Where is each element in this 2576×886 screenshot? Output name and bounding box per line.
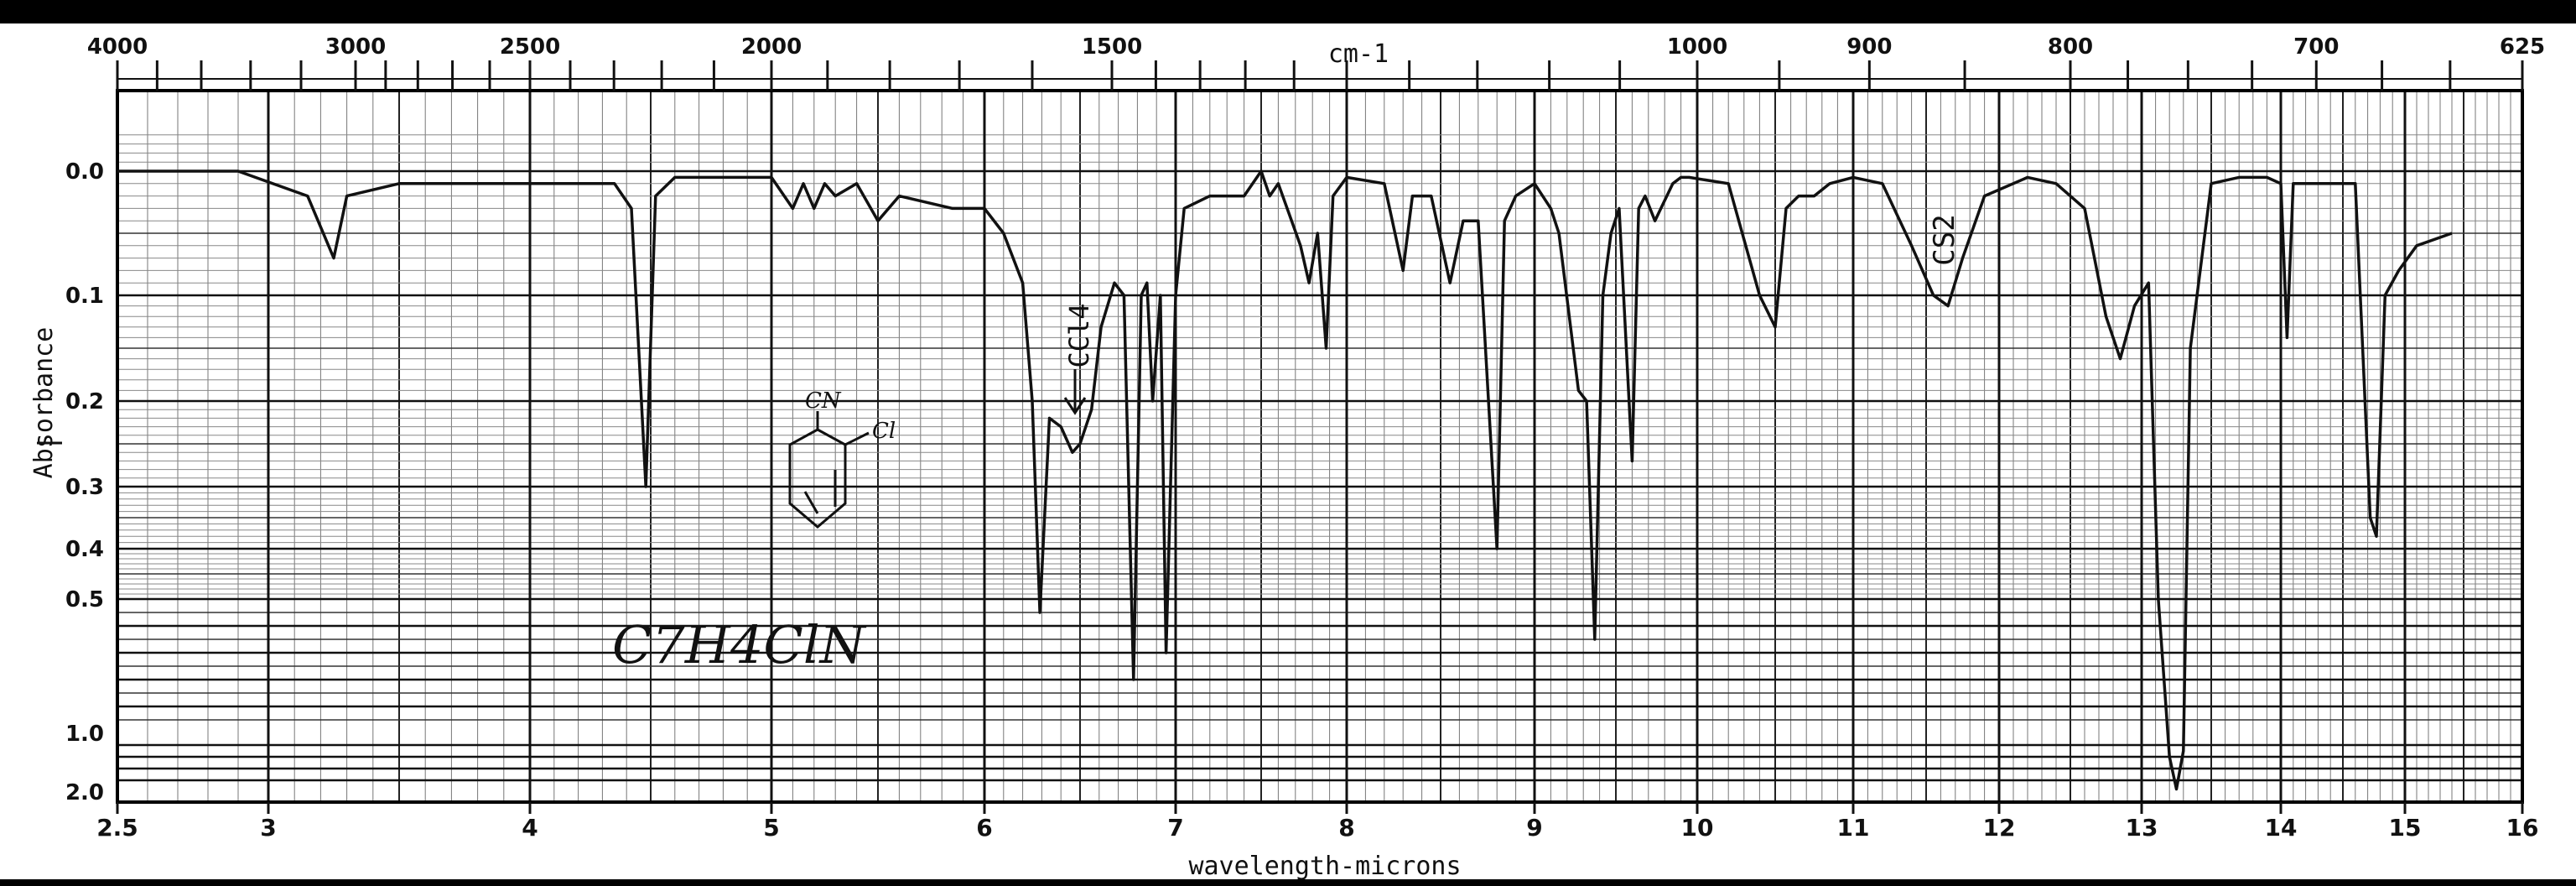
top-tick-ruler — [116, 60, 2524, 91]
spectrum-line — [117, 169, 2453, 791]
bottom-border-bar — [0, 879, 2576, 886]
major-gridlines — [267, 91, 2407, 802]
bottom-wavelength-tick-label: 3 — [260, 814, 276, 842]
top-border-bar — [0, 0, 2576, 23]
bottom-wavelength-tick-label: 7 — [1167, 814, 1183, 842]
top-wavenumber-tick-label: 1000 — [1667, 34, 1727, 60]
top-wavenumber-tick-label: 4000 — [87, 34, 148, 60]
absorbance-tick-label: 1.0 — [65, 722, 104, 747]
bottom-wavelength-tick-label: 13 — [2126, 814, 2158, 842]
top-wavenumber-tick-label: 800 — [2048, 34, 2093, 60]
top-wavenumber-tick-label: 2500 — [500, 34, 560, 60]
bottom-axis-label: wavelength-microns — [1188, 852, 1461, 881]
structure-sketch: CN Cl C7H4ClN — [612, 388, 896, 675]
bottom-wavelength-tick-label: 9 — [1526, 814, 1542, 842]
absorbance-tick-label: 0.1 — [65, 284, 104, 309]
top-axis-label: cm-1 — [1328, 39, 1389, 69]
ccl4-arrow — [1063, 369, 1087, 415]
top-wavenumber-tick-label: 1500 — [1082, 34, 1142, 60]
bottom-wavelength-tick-label: 14 — [2265, 814, 2298, 842]
top-wavenumber-tick-label: 2000 — [741, 34, 802, 60]
molecular-formula: C7H4ClN — [612, 614, 868, 675]
bottom-wavelength-tick-label: 8 — [1338, 814, 1354, 842]
bottom-wavelength-tick-label: 5 — [763, 814, 779, 842]
absorbance-tick-label: 0.5 — [65, 587, 104, 612]
substituent-bonds — [816, 411, 870, 446]
plot-frame — [116, 89, 2524, 804]
bottom-wavelength-tick-label: 11 — [1837, 814, 1870, 842]
bottom-wavelength-tick-label: 6 — [976, 814, 992, 842]
absorbance-tick-label: 0.4 — [65, 537, 104, 562]
bottom-wavelength-tick-label: 2.5 — [96, 814, 138, 842]
y-axis-label: Absorbance — [29, 327, 59, 479]
absorbance-tick-label: 0.3 — [65, 475, 104, 500]
bottom-wavelength-tick-label: 12 — [1983, 814, 2016, 842]
bottom-wavelength-tick-label: 10 — [1681, 814, 1714, 842]
bottom-wavelength-tick-label: 16 — [2506, 814, 2539, 842]
minor-gridlines — [117, 91, 2522, 802]
bottom-wavelength-tick-labels: 2.5 3 4 5 6 7 8 9 10 11 12 13 14 15 16 — [96, 802, 2538, 842]
cn-group-label: CN — [805, 388, 842, 414]
top-wavenumber-tick-label: 625 — [2500, 34, 2545, 60]
top-wavenumber-tick-labels: 4000 3000 2500 2000 1500 1000 900 800 700 625 — [87, 34, 2545, 60]
absorbance-tick-label: 2.0 — [65, 780, 104, 805]
top-wavenumber-tick-label: 3000 — [325, 34, 386, 60]
top-wavenumber-tick-label: 900 — [1846, 34, 1892, 60]
absorbance-tick-label: 0.0 — [65, 159, 104, 185]
solvent-annotations: CCl4 CS2 — [1063, 214, 1961, 415]
absorbance-tick-label: 0.2 — [65, 389, 104, 414]
absorbance-tick-labels: 0.0 0.1 0.2 0.3 0.4 0.5 1.0 2.0 — [37, 159, 104, 805]
bottom-wavelength-tick-label: 15 — [2389, 814, 2422, 842]
top-wavenumber-tick-label: 700 — [2293, 34, 2339, 60]
cs2-annotation: CS2 — [1928, 214, 1961, 265]
bottom-wavelength-tick-label: 4 — [522, 814, 538, 842]
ccl4-annotation: CCl4 — [1063, 303, 1095, 367]
cl-group-label: Cl — [872, 419, 896, 444]
